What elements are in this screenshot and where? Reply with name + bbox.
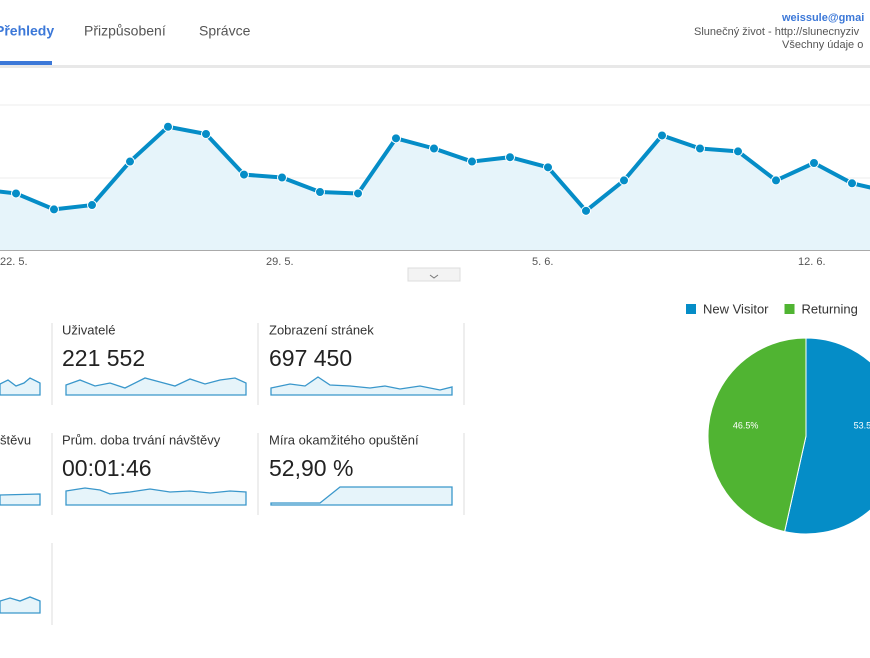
area	[0, 126, 870, 250]
active-tab-indicator	[0, 61, 52, 65]
tab[interactable]: Přehledy	[0, 23, 54, 39]
legend-label: New Visitor	[703, 301, 769, 316]
point	[657, 130, 667, 141]
point	[505, 152, 515, 163]
pie-label: 46.5%	[733, 421, 759, 431]
point	[543, 162, 553, 173]
point	[391, 133, 401, 144]
point	[277, 172, 287, 183]
metric-label: Prům. doba trvání návštěvy	[62, 432, 221, 447]
legend-swatch	[784, 304, 795, 314]
point	[809, 158, 819, 168]
tab[interactable]: Správce	[199, 23, 251, 39]
point	[315, 187, 325, 197]
point	[467, 156, 477, 167]
tab[interactable]: Přizpůsobení	[84, 23, 166, 39]
legend-swatch	[686, 304, 696, 314]
point	[429, 143, 439, 154]
point	[581, 205, 591, 216]
account-email[interactable]: weissule@gmai	[781, 12, 864, 24]
metric-label: štěvu	[0, 432, 31, 447]
top-bar-shadow	[0, 65, 870, 68]
point	[49, 204, 59, 215]
point	[771, 175, 781, 186]
point	[695, 143, 705, 154]
point	[87, 200, 97, 211]
pie-label: 53.5%	[854, 421, 870, 431]
point	[353, 188, 363, 199]
point	[125, 156, 135, 167]
pie-slice	[707, 337, 807, 533]
tile-separators	[51, 323, 465, 625]
point	[733, 146, 743, 157]
x-tick-label: 12. 6.	[798, 256, 826, 268]
x-tick-label: 29. 5.	[266, 256, 294, 268]
metric-value: 221 552	[62, 345, 145, 371]
metric-value: 52,90 %	[269, 455, 353, 481]
account-view: Všechny údaje o	[782, 39, 863, 51]
account-property: Slunečný život - http://slunecnyziv	[694, 26, 860, 38]
sparklines	[0, 376, 453, 614]
metric-value: 00:01:46	[62, 455, 152, 481]
point	[239, 169, 249, 180]
point	[163, 121, 173, 132]
metric-label: Míra okamžitého opuštění	[269, 432, 419, 447]
point	[847, 178, 857, 189]
point	[11, 188, 21, 199]
metric-label: Uživatelé	[62, 322, 115, 337]
top-bar	[0, 0, 870, 65]
toggle-icon	[429, 274, 439, 279]
point	[619, 175, 629, 186]
metric-label: Zobrazení stránek	[269, 322, 374, 337]
x-tick-label: 22. 5.	[0, 256, 28, 268]
legend-label: Returning	[802, 301, 858, 316]
x-tick-label: 5. 6.	[532, 256, 553, 268]
pie-slice	[784, 337, 870, 535]
point	[201, 129, 211, 139]
chart-toggle[interactable]	[407, 267, 461, 282]
metric-value: 697 450	[269, 345, 352, 371]
